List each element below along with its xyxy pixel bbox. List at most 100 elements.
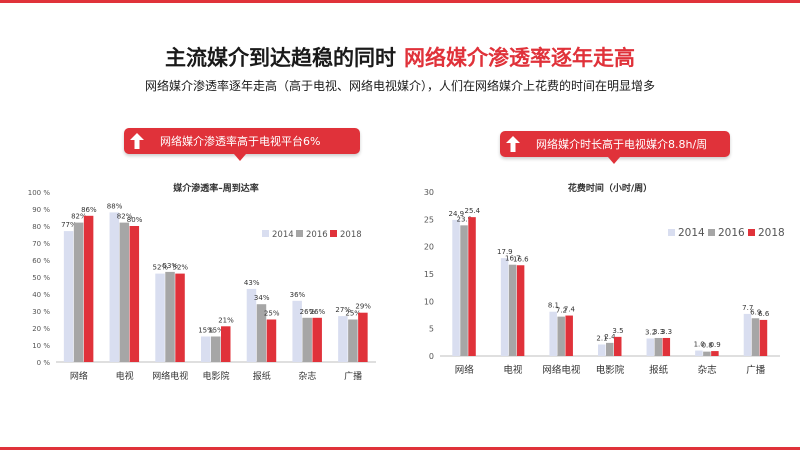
title-main: 主流媒介到达趋稳的同时 (165, 46, 396, 70)
bar (73, 222, 84, 362)
data-label: 36% (290, 291, 306, 299)
y-tick-label: 60 % (32, 257, 50, 265)
legend-swatch (262, 230, 269, 237)
y-tick-label: 80 % (32, 223, 50, 231)
bar (759, 319, 768, 356)
data-label: 25.4 (464, 207, 480, 215)
data-label: 3.2 (645, 329, 656, 337)
legend-swatch (296, 230, 303, 237)
category-label: 杂志 (298, 370, 316, 382)
legend-label: 2016 (718, 227, 745, 239)
legend-label: 2018 (758, 227, 785, 239)
legend-swatch (668, 229, 675, 236)
data-label: 43% (244, 279, 260, 287)
y-tick-label: 20 (424, 243, 434, 252)
category-label: 电影院 (202, 370, 229, 382)
bar (358, 312, 368, 362)
bar (338, 316, 348, 362)
data-label: 3.5 (612, 327, 623, 335)
title-highlight: 网络媒介渗透率逐年走高 (404, 46, 635, 70)
bar (129, 226, 140, 362)
penetration-chart: 媒介渗透率–周到达率 0 % 10 % 20 % 30 % 40 % 50 % 60 % 70 … (28, 182, 376, 382)
legend-label: 2016 (306, 230, 328, 240)
y-tick-label: 5 (429, 325, 434, 334)
data-label: 8.1 (548, 302, 559, 310)
data-label: 21% (218, 316, 234, 324)
bottom-accent-bar (0, 447, 800, 450)
data-label: 7.4 (564, 306, 576, 314)
category-label: 网络 (455, 364, 475, 376)
y-tick-label: 10 (424, 297, 434, 306)
category-label: 电影院 (596, 364, 625, 376)
time-banner-text: 网络媒介时长高于电视媒介8.8h/周 (536, 138, 708, 151)
bar (508, 264, 517, 356)
data-label: 1.0 (694, 341, 705, 349)
page-title: 主流媒介到达趋稳的同时 网络媒介渗透率逐年走高 (0, 42, 800, 72)
data-label: 34% (254, 294, 270, 302)
data-label: 80% (127, 216, 143, 224)
bar (155, 273, 165, 362)
y-tick-label: 10 % (32, 342, 50, 350)
y-tick-label: 0 (429, 352, 434, 361)
bar (662, 337, 671, 356)
data-label: 7.7 (742, 304, 753, 312)
data-label: 16.7 (505, 255, 521, 263)
category-label: 网络电视 (542, 364, 581, 376)
legend-swatch (708, 229, 715, 236)
legend-label: 2018 (340, 230, 362, 240)
data-label: 53% (163, 262, 179, 270)
y-tick-label: 40 % (32, 291, 50, 299)
data-label: 6.6 (758, 310, 770, 318)
data-label: 52% (173, 264, 189, 272)
y-tick-label: 25 (424, 215, 434, 224)
bar (292, 300, 302, 362)
bar (119, 222, 130, 362)
data-label: 29% (355, 303, 371, 311)
bar (175, 273, 185, 362)
category-label: 报纸 (253, 370, 271, 382)
category-label: 网络 (70, 370, 88, 382)
category-label: 电视 (503, 364, 523, 376)
bar (312, 317, 322, 362)
bar (606, 342, 614, 356)
y-tick-label: 0 % (37, 359, 51, 367)
category-label: 报纸 (649, 364, 669, 376)
bar (703, 351, 711, 356)
time-chart: 花费时间（小时/周） 0 5 10 15 20 25 30 24.9 17.9 8.1 2.1 3.2 1… (424, 182, 785, 376)
y-tick-label: 30 (424, 188, 434, 197)
bar (516, 265, 525, 356)
data-label: 2.4 (604, 333, 616, 341)
data-label: 52% (153, 264, 169, 272)
bar (348, 319, 358, 362)
category-label: 电视 (116, 370, 134, 382)
y-tick-label: 20 % (32, 325, 50, 333)
data-label: 77% (61, 221, 77, 229)
legend-swatch (330, 230, 337, 237)
legend-label: 2014 (272, 230, 294, 240)
page-subtitle: 网络媒介渗透率逐年走高（高于电视、网络电视媒介），人们在网络媒介上花费的时间在明… (144, 79, 655, 93)
data-label: 2.1 (596, 335, 607, 343)
bar (468, 217, 476, 356)
bar (557, 316, 565, 356)
data-label: 0.9 (710, 341, 721, 349)
bar (565, 315, 573, 356)
time-banner: 网络媒介时长高于电视媒介8.8h/周 (500, 131, 730, 164)
y-tick-label: 90 % (32, 206, 50, 214)
bar (246, 288, 257, 362)
y-tick-label: 15 (424, 270, 434, 279)
bar (165, 271, 175, 362)
data-label: 82% (71, 213, 87, 221)
bar (302, 317, 312, 362)
bar (109, 212, 120, 362)
bar (695, 350, 703, 356)
legend-swatch (748, 229, 755, 236)
data-label: 25% (264, 310, 280, 318)
bar (256, 304, 267, 362)
data-label: 6.9 (750, 308, 761, 316)
category-label: 网络电视 (152, 370, 188, 382)
data-label: 3.3 (653, 328, 664, 336)
bar (598, 344, 606, 356)
data-label: 3.3 (661, 328, 672, 336)
bar (460, 225, 468, 356)
data-label: 27% (335, 306, 351, 314)
